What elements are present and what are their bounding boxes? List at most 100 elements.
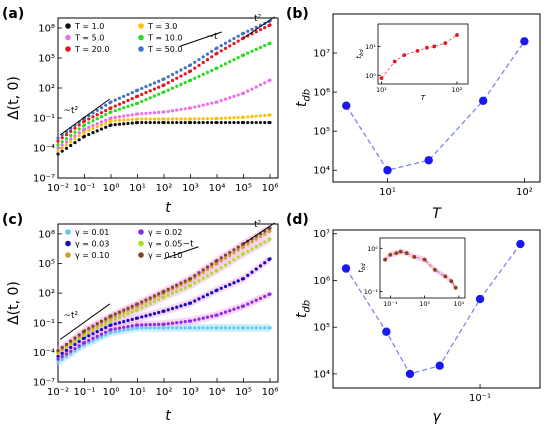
panel-c-data-point — [246, 326, 250, 330]
panel-c-data-point — [193, 299, 197, 303]
panel-a-legend-marker — [65, 34, 71, 41]
panel-a-data-point — [219, 120, 223, 125]
panel-b-inset-x-label-main: T — [421, 94, 426, 102]
panel-a-data-point — [223, 62, 228, 66]
panel-d-y-axis-label-main: t — [294, 312, 310, 318]
panel-a-data-point — [250, 27, 254, 31]
panel-c-data-point — [250, 270, 254, 274]
panel-d-inset-point — [394, 251, 399, 256]
panel-c-y-tick-label: 10⁻¹ — [33, 318, 55, 329]
panel-c-data-point — [175, 326, 179, 330]
panel-d-data-point — [341, 264, 351, 273]
panel-a-data-point — [197, 63, 201, 67]
panel-b-series-line — [345, 40, 525, 171]
panel-a-data-point — [82, 134, 87, 138]
panel-a-data-point — [130, 96, 134, 101]
panel-c-data-point — [69, 339, 73, 343]
panel-a-data-point — [148, 83, 152, 87]
panel-a-data-point — [215, 66, 219, 70]
panel-label-d: (d) — [286, 212, 309, 228]
panel-c-data-point — [148, 313, 152, 317]
panel-a-data-point — [130, 117, 134, 121]
panel-a-data-point — [144, 120, 148, 125]
panel-a-y-tick-label: 10⁻⁷ — [33, 174, 55, 185]
panel-b-inset-y-label-sub: bd — [359, 49, 365, 56]
panel-c-data-point — [157, 326, 161, 330]
panel-c-data-point — [166, 322, 170, 326]
panel-a-data-point — [201, 60, 205, 65]
panel-c-data-point — [162, 309, 166, 313]
panel-d-series-line — [345, 243, 521, 375]
panel-c-data-point — [126, 312, 130, 316]
panel-a-legend-label: T = 3.0 — [147, 22, 177, 31]
panel-a-data-point — [69, 143, 73, 148]
panel-c-data-point — [166, 293, 170, 297]
panel-c-data-point — [109, 319, 113, 323]
panel-c-data-point — [157, 322, 161, 327]
panel-a-data-point — [219, 98, 223, 103]
panel-a-x-tick-label: 10² — [156, 183, 173, 194]
panel-a-data-point — [64, 133, 69, 137]
panel-c-data-point — [223, 326, 228, 330]
panel-a-data-point — [64, 140, 69, 144]
panel-c-data-point — [215, 268, 219, 272]
panel-c-data-point — [162, 289, 166, 293]
panel-a-x-tick-label: 10³ — [182, 183, 199, 194]
panel-a-legend-marker — [65, 46, 71, 52]
panel-a-data-point — [170, 78, 175, 83]
panel-a-data-point — [152, 117, 157, 121]
panel-c-data-point — [109, 331, 113, 335]
panel-c-data-point — [77, 333, 81, 337]
panel-a-data-point — [130, 90, 134, 95]
panel-c-data-point — [250, 240, 254, 244]
panel-a-data-point — [77, 134, 81, 138]
panel-c-y-axis-label: Δ(t, 0) — [6, 281, 22, 325]
panel-a-data-point — [130, 113, 134, 117]
panel-a-data-point — [175, 76, 179, 80]
panel-c-data-point — [99, 324, 104, 328]
panel-a-x-tick-label: 10⁻² — [47, 183, 69, 194]
panel-a-data-point — [205, 102, 210, 106]
panel-a-data-point — [232, 58, 236, 62]
panel-a-data-point — [140, 117, 144, 121]
panel-a-data-point — [87, 117, 91, 121]
panel-a-data-point — [113, 108, 117, 113]
panel-a-data-point — [157, 85, 161, 89]
panel-d-data-point — [516, 239, 525, 249]
panel-c-data-point — [254, 298, 258, 302]
panel-c-data-point — [60, 357, 64, 362]
panel-a-data-point — [188, 120, 193, 125]
panel-c-data-point — [263, 261, 267, 265]
panel-a-legend-marker — [65, 23, 71, 29]
panel-a-data-point — [135, 120, 140, 125]
panel-a-data-point — [219, 49, 223, 53]
panel-a-data-point — [152, 87, 157, 91]
panel-c-data-point — [152, 300, 157, 304]
panel-a-data-point — [104, 109, 108, 113]
panel-c-legend-label: γ = 0.05 — [148, 240, 182, 249]
panel-a-data-point — [122, 100, 126, 104]
panel-a-data-point — [60, 149, 64, 153]
panel-c-data-point — [232, 248, 236, 252]
panel-a-data-point — [263, 113, 267, 118]
panel-c-data-point — [56, 349, 60, 353]
panel-c-data-point — [117, 326, 122, 330]
panel-c-data-point — [144, 304, 148, 308]
panel-c-data-point — [144, 298, 148, 302]
panel-a-data-point — [201, 55, 205, 59]
panel-c-data-point — [236, 326, 240, 330]
panel-c-data-point — [219, 286, 223, 290]
panel-a-y-tick-label: 10² — [38, 84, 55, 95]
panel-a-data-point — [254, 85, 258, 89]
panel-c-data-point — [157, 298, 161, 302]
panel-a-data-point — [95, 125, 99, 129]
panel-c-data-point — [130, 317, 134, 322]
panel-a-data-point — [87, 125, 91, 129]
panel-a-data-point — [170, 72, 175, 77]
panel-c-legend-marker — [65, 240, 71, 247]
panel-label-c: (c) — [2, 212, 23, 228]
panel-c-guide-line — [59, 303, 111, 340]
